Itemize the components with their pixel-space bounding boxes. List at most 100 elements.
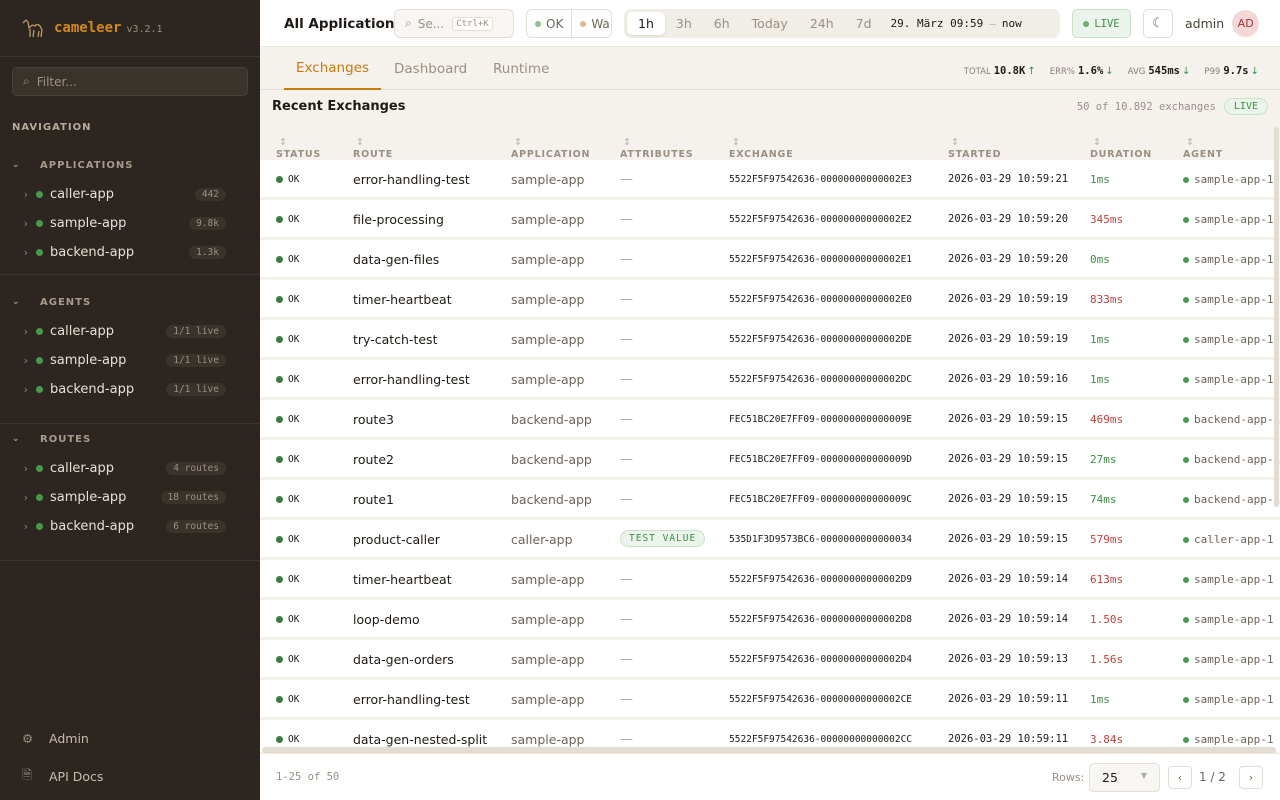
route-cell[interactable]: timer-heartbeat xyxy=(353,572,452,587)
exchange-id-cell[interactable]: FEC51BC20E7FF09-000000000000009D xyxy=(729,454,913,465)
sidebar-item-backend-app[interactable]: › backend-app 1.3k xyxy=(0,238,260,267)
sidebar-item-sample-app[interactable]: › sample-app 1/1 live xyxy=(0,346,260,375)
tab-dashboard[interactable]: Dashboard xyxy=(394,60,468,77)
custom-range[interactable]: 29. März 09:59 — now xyxy=(891,17,1022,30)
table-row[interactable]: OK route2 backend-app — FEC51BC20E7FF09-0000… xyxy=(260,440,1280,480)
route-cell[interactable]: try-catch-test xyxy=(353,332,438,347)
exchange-id-cell[interactable]: 5522F5F97542636-00000000000002E0 xyxy=(729,294,913,305)
exchange-id-cell[interactable]: 5522F5F97542636-00000000000002E2 xyxy=(729,214,913,225)
table-row[interactable]: OK route3 backend-app — FEC51BC20E7FF09-0000… xyxy=(260,400,1280,440)
time-range-1h[interactable]: 1h xyxy=(627,12,665,35)
route-cell[interactable]: loop-demo xyxy=(353,612,420,627)
table-row[interactable]: OK timer-heartbeat sample-app — 5522F5F97542… xyxy=(260,560,1280,600)
search-button[interactable]: ⌕ Se... Ctrl+K xyxy=(394,9,514,38)
agent-cell[interactable]: sample-app-1 xyxy=(1183,733,1273,746)
exchange-id-cell[interactable]: 5522F5F97542636-00000000000002DC xyxy=(729,374,913,385)
table-row[interactable]: OK timer-heartbeat sample-app — 5522F5F97542… xyxy=(260,280,1280,320)
agent-cell[interactable]: sample-app-1 xyxy=(1183,253,1273,266)
status-filter-warn[interactable]: Wa xyxy=(571,10,611,37)
section-header[interactable]: ⌄ APPLICATIONS xyxy=(0,150,260,180)
sidebar-admin-link[interactable]: ⚙ Admin xyxy=(22,731,89,746)
table-row[interactable]: OK product-caller caller-app TEST VALUE 535D… xyxy=(260,520,1280,560)
agent-cell[interactable]: backend-app-1 xyxy=(1183,453,1280,466)
route-cell[interactable]: product-caller xyxy=(353,532,440,547)
table-row[interactable]: OK data-gen-nested-split sample-app — 5522F5… xyxy=(260,720,1280,752)
agent-cell[interactable]: sample-app-1 xyxy=(1183,653,1273,666)
table-row[interactable]: OK try-catch-test sample-app — 5522F5F975426… xyxy=(260,320,1280,360)
exchange-id-cell[interactable]: FEC51BC20E7FF09-000000000000009C xyxy=(729,494,913,505)
exchange-id-cell[interactable]: 5522F5F97542636-00000000000002E1 xyxy=(729,254,913,265)
route-cell[interactable]: error-handling-test xyxy=(353,172,470,187)
exchange-id-cell[interactable]: 5522F5F97542636-00000000000002CE xyxy=(729,694,913,705)
sidebar-item-sample-app[interactable]: › sample-app 18 routes xyxy=(0,483,260,512)
table-row[interactable]: OK error-handling-test sample-app — 5522F5F9… xyxy=(260,360,1280,400)
column-header-attributes[interactable]: ATTRIBUTES ↕ xyxy=(620,137,693,160)
table-row[interactable]: OK route1 backend-app — FEC51BC20E7FF09-0000… xyxy=(260,480,1280,520)
sidebar-item-caller-app[interactable]: › caller-app 4 routes xyxy=(0,454,260,483)
route-cell[interactable]: file-processing xyxy=(353,212,444,227)
agent-cell[interactable]: sample-app-1 xyxy=(1183,573,1273,586)
theme-toggle-button[interactable]: ☾ xyxy=(1143,9,1173,38)
agent-cell[interactable]: sample-app-1 xyxy=(1183,693,1273,706)
column-header-started[interactable]: STARTED ↕ xyxy=(948,137,1000,160)
time-range-7d[interactable]: 7d xyxy=(855,16,872,31)
tab-exchanges[interactable]: Exchanges xyxy=(284,47,381,90)
agent-cell[interactable]: backend-app-1 xyxy=(1183,413,1280,426)
exchange-id-cell[interactable]: 5522F5F97542636-00000000000002CC xyxy=(729,734,913,745)
sidebar-item-backend-app[interactable]: › backend-app 6 routes xyxy=(0,512,260,541)
table-row[interactable]: OK error-handling-test sample-app — 5522F5F9… xyxy=(260,160,1280,200)
agent-cell[interactable]: sample-app-1 xyxy=(1183,293,1273,306)
exchange-id-cell[interactable]: 5522F5F97542636-00000000000002D4 xyxy=(729,654,913,665)
route-cell[interactable]: data-gen-files xyxy=(353,252,440,267)
agent-cell[interactable]: sample-app-1 xyxy=(1183,373,1273,386)
horizontal-scrollbar[interactable] xyxy=(262,747,1276,753)
agent-cell[interactable]: sample-app-1 xyxy=(1183,173,1273,186)
agent-cell[interactable]: sample-app-1 xyxy=(1183,613,1273,626)
brand[interactable]: cameleer v3.2.1 xyxy=(0,0,260,57)
sidebar-item-backend-app[interactable]: › backend-app 1/1 live xyxy=(0,375,260,404)
route-cell[interactable]: data-gen-orders xyxy=(353,652,454,667)
agent-cell[interactable]: caller-app-1 xyxy=(1183,533,1273,546)
route-cell[interactable]: error-handling-test xyxy=(353,372,470,387)
column-header-exchange-id[interactable]: EXCHANGE ID↕ xyxy=(729,137,793,171)
table-row[interactable]: OK file-processing sample-app — 5522F5F97542… xyxy=(260,200,1280,240)
column-header-route[interactable]: ROUTE ↕ xyxy=(353,137,392,160)
sidebar-api-docs-link[interactable]: 🗎 API Docs xyxy=(22,766,103,787)
prev-page-button[interactable]: ‹ xyxy=(1168,766,1192,789)
time-range-24h[interactable]: 24h xyxy=(809,16,834,31)
time-range-3h[interactable]: 3h xyxy=(675,16,692,31)
sidebar-item-caller-app[interactable]: › caller-app 1/1 live xyxy=(0,317,260,346)
exchange-id-cell[interactable]: 5522F5F97542636-00000000000002D8 xyxy=(729,614,913,625)
exchange-id-cell[interactable]: 5522F5F97542636-00000000000002E3 xyxy=(729,174,913,185)
column-header-application[interactable]: APPLICATION ↕ xyxy=(511,137,589,160)
route-cell[interactable]: route1 xyxy=(353,492,394,507)
exchange-id-cell[interactable]: 5522F5F97542636-00000000000002DE xyxy=(729,334,913,345)
exchange-id-cell[interactable]: 5522F5F97542636-00000000000002D9 xyxy=(729,574,913,585)
sidebar-item-sample-app[interactable]: › sample-app 9.8k xyxy=(0,209,260,238)
route-cell[interactable]: error-handling-test xyxy=(353,692,470,707)
table-row[interactable]: OK data-gen-files sample-app — 5522F5F975426… xyxy=(260,240,1280,280)
user-menu[interactable]: admin AD xyxy=(1185,9,1260,38)
time-range-6h[interactable]: 6h xyxy=(713,16,730,31)
section-header[interactable]: ⌄ ROUTES xyxy=(0,424,260,454)
table-row[interactable]: OK error-handling-test sample-app — 5522F5F9… xyxy=(260,680,1280,720)
table-row[interactable]: OK loop-demo sample-app — 5522F5F97542636-00… xyxy=(260,600,1280,640)
live-toggle[interactable]: LIVE xyxy=(1072,9,1131,38)
column-header-status[interactable]: STATUS ↕ xyxy=(276,137,320,160)
column-header-duration[interactable]: DURATION ↕ xyxy=(1090,137,1151,160)
status-filter-ok[interactable]: OK xyxy=(527,10,571,37)
sidebar-filter-input[interactable]: ⌕ Filter... xyxy=(12,67,248,96)
exchange-id-cell[interactable]: 535D1F3D9573BC6-0000000000000034 xyxy=(729,534,913,545)
route-cell[interactable]: route2 xyxy=(353,452,394,467)
section-header[interactable]: ⌄ AGENTS xyxy=(0,287,260,317)
column-header-agent[interactable]: AGENT ↕ xyxy=(1183,137,1222,160)
tab-runtime[interactable]: Runtime xyxy=(493,60,550,77)
rows-per-page-select[interactable]: 25 ▼ xyxy=(1089,763,1160,792)
time-range-today[interactable]: Today xyxy=(751,16,788,31)
route-cell[interactable]: timer-heartbeat xyxy=(353,292,452,307)
exchange-id-cell[interactable]: FEC51BC20E7FF09-000000000000009E xyxy=(729,414,913,425)
agent-cell[interactable]: sample-app-1 xyxy=(1183,213,1273,226)
vertical-scrollbar[interactable] xyxy=(1274,127,1279,507)
sidebar-item-caller-app[interactable]: › caller-app 442 xyxy=(0,180,260,209)
next-page-button[interactable]: › xyxy=(1239,766,1263,789)
